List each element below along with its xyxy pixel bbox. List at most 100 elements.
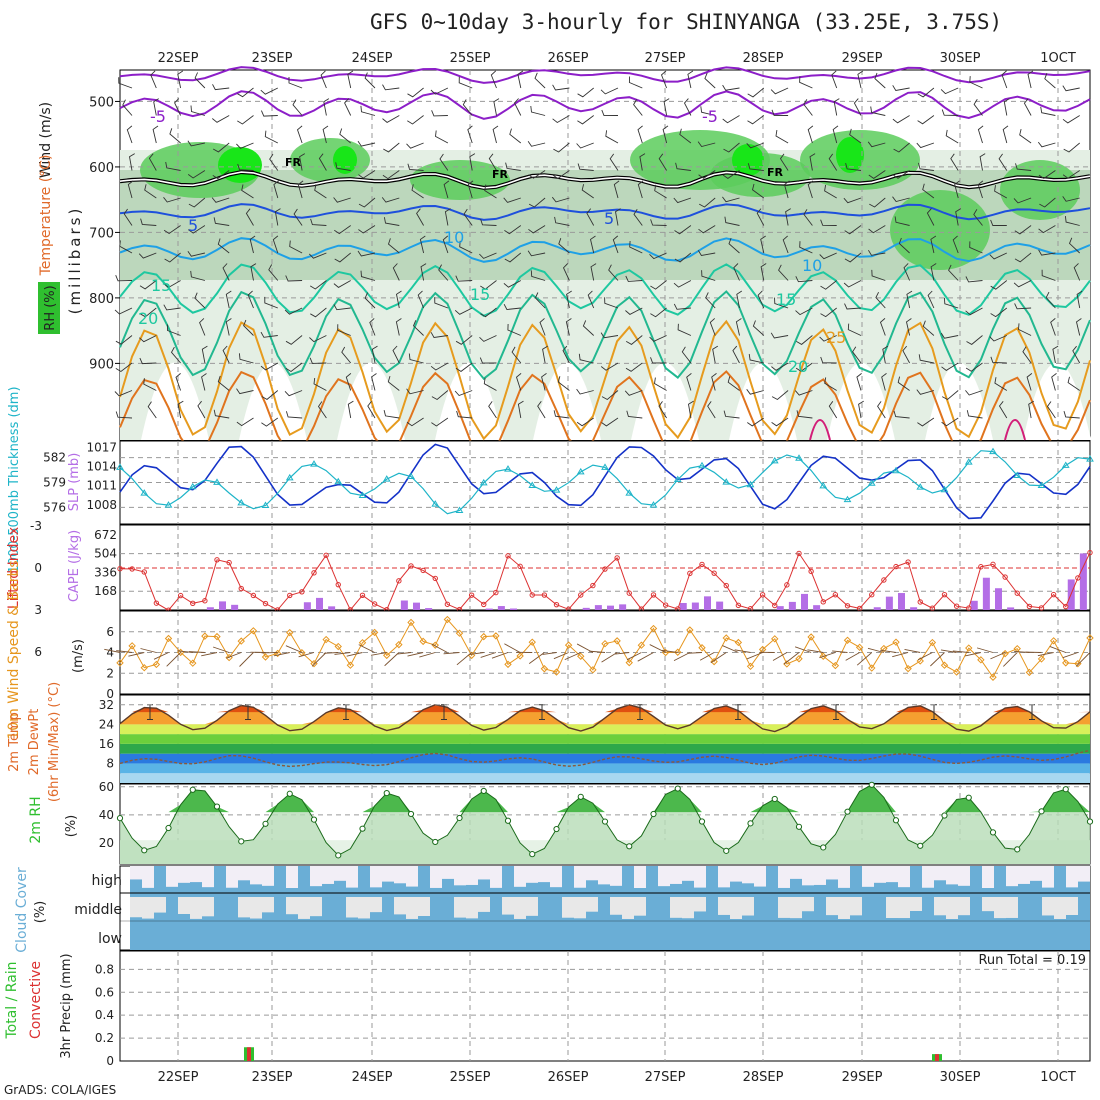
wind-barb	[746, 142, 764, 149]
wind-barb	[339, 128, 351, 144]
lifted-index-marker	[929, 605, 936, 611]
lifted-index-marker	[153, 600, 160, 606]
wind-barb	[778, 264, 789, 281]
wind-barb	[459, 240, 473, 254]
wind-barb	[274, 208, 281, 226]
wind-barb	[237, 163, 254, 171]
surface-wind-barb	[976, 647, 994, 653]
wind-barb	[868, 249, 886, 256]
lifted-index-tick-label: -3	[30, 519, 42, 533]
rh-dry-lobe	[435, 362, 503, 440]
lifted-index-marker	[941, 591, 948, 598]
cape-bar	[995, 588, 1002, 610]
wind-speed-marker	[516, 652, 524, 660]
wind-barb	[285, 275, 303, 282]
cloud-middle-gap	[190, 897, 202, 919]
wind-barb	[309, 357, 327, 364]
rh2m-marker	[820, 844, 827, 851]
wind-barb	[940, 87, 959, 95]
wind-barb	[249, 235, 256, 254]
lifted-index-marker	[129, 566, 135, 572]
cloud-high-gap	[514, 866, 526, 887]
cloud-high-gap	[742, 866, 754, 884]
rh-panel: 2m RH (%) 60 40 20	[28, 780, 1094, 865]
wind-barb	[698, 225, 716, 234]
wind-barb	[541, 373, 547, 391]
wind-barb	[675, 162, 691, 171]
wind-barb	[454, 307, 473, 315]
wind-barb	[922, 183, 935, 199]
wind-barb	[843, 280, 862, 288]
lifted-index-marker	[408, 563, 414, 569]
wind-barb	[577, 87, 594, 98]
date-label-bottom: 23SEP	[252, 1070, 293, 1085]
wind-barb	[589, 235, 596, 254]
wind-barb	[930, 263, 937, 281]
date-label-bottom: 30SEP	[940, 1070, 981, 1085]
surface-wind-barb	[456, 652, 472, 666]
wind-barb	[260, 110, 278, 117]
cape-bar	[898, 593, 905, 610]
cloud-middle-gap	[298, 897, 310, 919]
precip-panel-frame	[119, 950, 1091, 1062]
wind-barb	[528, 225, 546, 234]
lifted-index-marker	[190, 600, 196, 606]
wind-barb	[660, 70, 668, 89]
wind-barb	[756, 208, 765, 226]
surface-wind-barb	[746, 652, 763, 660]
cloud-high-gap	[286, 866, 298, 888]
cloud-middle-gap	[178, 897, 190, 915]
lifted-index-marker	[214, 557, 220, 563]
cloud-middle-gap	[694, 897, 706, 912]
rh2m-marker	[213, 803, 221, 810]
wind-barb	[1073, 263, 1081, 281]
wind-speed-marker	[637, 641, 646, 649]
wind-barb	[990, 356, 1007, 364]
wind-speed-marker	[577, 652, 585, 660]
date-label-bottom: 29SEP	[842, 1070, 883, 1085]
wind-barb	[123, 208, 133, 226]
wind-speed-marker	[164, 634, 173, 643]
wind-barb	[395, 318, 402, 336]
cloud-high-gap	[466, 866, 478, 885]
rh2m-marker	[238, 838, 245, 845]
wind-barb	[748, 353, 764, 364]
wind-barb	[212, 115, 230, 123]
wind-barb	[847, 323, 862, 336]
wind-barb	[677, 323, 692, 336]
wind-barb	[918, 162, 934, 171]
wind-barb	[551, 196, 570, 203]
wind-barb	[774, 297, 789, 309]
surface-wind-barb	[384, 652, 400, 667]
wind-barb	[1019, 128, 1032, 144]
cloud-high-gap	[226, 866, 238, 888]
wind-barb	[795, 362, 813, 372]
wind-barb	[194, 292, 206, 309]
date-label-top: 23SEP	[252, 51, 293, 66]
cloud-middle-gap	[670, 897, 682, 918]
wind-barb	[1075, 318, 1082, 336]
wind-barb	[369, 318, 376, 336]
wind-barb	[245, 208, 254, 226]
cloud-middle-gap	[898, 897, 910, 919]
contour-label: 15	[470, 285, 490, 304]
wind-barb	[1062, 196, 1080, 202]
cloud-middle-gap	[1054, 897, 1066, 919]
wind-barb	[917, 115, 935, 125]
wind-barb	[387, 238, 400, 254]
surface-wind-barb	[188, 651, 205, 653]
wind-barb	[153, 98, 159, 116]
wind-speed-marker	[807, 633, 815, 641]
cloud-high-gap	[874, 866, 886, 883]
wind-barb	[965, 276, 983, 283]
wind-barb	[1068, 237, 1081, 254]
lifted-index-marker	[359, 592, 366, 599]
temp-color-band	[120, 743, 1090, 754]
cloud-middle-gap	[730, 897, 742, 919]
wind-barb	[954, 180, 960, 199]
wind-barb	[941, 109, 959, 116]
thickness-marker	[116, 463, 124, 470]
wind-barb	[333, 304, 351, 311]
wind-barb	[601, 109, 619, 117]
lifted-index-marker	[784, 582, 790, 588]
